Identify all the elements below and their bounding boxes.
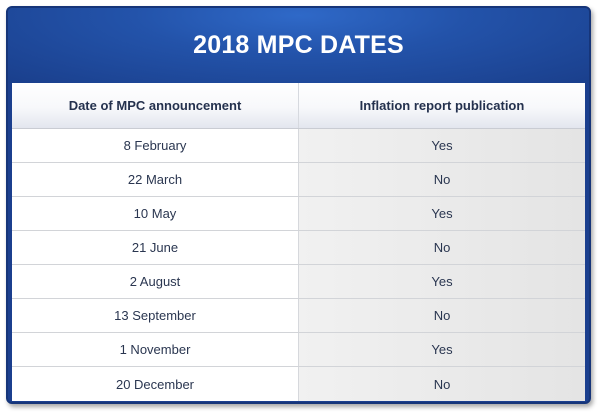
title-bar: 2018 MPC DATES <box>8 8 589 83</box>
inflation-report-cell: No <box>299 163 585 196</box>
table-row: 1 November Yes <box>12 333 585 367</box>
date-cell: 20 December <box>12 367 299 401</box>
table-row: 8 February Yes <box>12 129 585 163</box>
date-cell: 13 September <box>12 299 299 332</box>
inflation-report-cell: No <box>299 231 585 264</box>
table-header-row: Date of MPC announcement Inflation repor… <box>12 83 585 129</box>
table-row: 22 March No <box>12 163 585 197</box>
mpc-dates-table: Date of MPC announcement Inflation repor… <box>12 83 585 401</box>
inflation-report-cell: No <box>299 367 585 401</box>
inflation-report-cell: Yes <box>299 129 585 162</box>
table-row: 21 June No <box>12 231 585 265</box>
inflation-report-cell: Yes <box>299 333 585 366</box>
mpc-dates-card: 2018 MPC DATES Date of MPC announcement … <box>6 6 591 404</box>
inflation-report-cell: Yes <box>299 197 585 230</box>
date-cell: 10 May <box>12 197 299 230</box>
table-row: 2 August Yes <box>12 265 585 299</box>
date-cell: 1 November <box>12 333 299 366</box>
table-title: 2018 MPC DATES <box>193 31 404 59</box>
table-row: 20 December No <box>12 367 585 401</box>
inflation-report-cell: No <box>299 299 585 332</box>
column-header-date: Date of MPC announcement <box>12 83 299 128</box>
date-cell: 22 March <box>12 163 299 196</box>
date-cell: 2 August <box>12 265 299 298</box>
table-row: 13 September No <box>12 299 585 333</box>
table-row: 10 May Yes <box>12 197 585 231</box>
inflation-report-cell: Yes <box>299 265 585 298</box>
date-cell: 21 June <box>12 231 299 264</box>
date-cell: 8 February <box>12 129 299 162</box>
column-header-inflation-report: Inflation report publication <box>359 98 525 113</box>
